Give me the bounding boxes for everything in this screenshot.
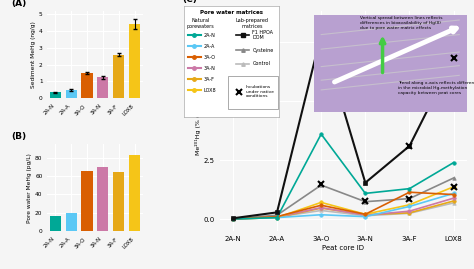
Bar	[97, 77, 109, 98]
Text: (B): (B)	[11, 132, 27, 141]
X-axis label: Peat core ID: Peat core ID	[322, 245, 364, 251]
Bar	[129, 24, 140, 98]
Bar	[113, 172, 124, 231]
Bar	[65, 90, 77, 98]
Bar	[113, 55, 124, 98]
Bar	[82, 73, 92, 98]
Text: (C): (C)	[182, 0, 197, 4]
Bar	[65, 213, 77, 231]
Bar	[129, 155, 140, 231]
Bar	[50, 92, 61, 98]
Y-axis label: Me²⁰¹Hg (% of ²⁰¹HgT): Me²⁰¹Hg (% of ²⁰¹HgT)	[195, 87, 201, 155]
Text: (A): (A)	[11, 0, 27, 8]
Y-axis label: Pore water MeHg (pg/L): Pore water MeHg (pg/L)	[27, 153, 32, 222]
Bar	[97, 167, 109, 231]
Bar	[50, 216, 61, 231]
Bar	[82, 171, 92, 231]
Y-axis label: Sediment MeHg (ng/g): Sediment MeHg (ng/g)	[31, 21, 36, 88]
